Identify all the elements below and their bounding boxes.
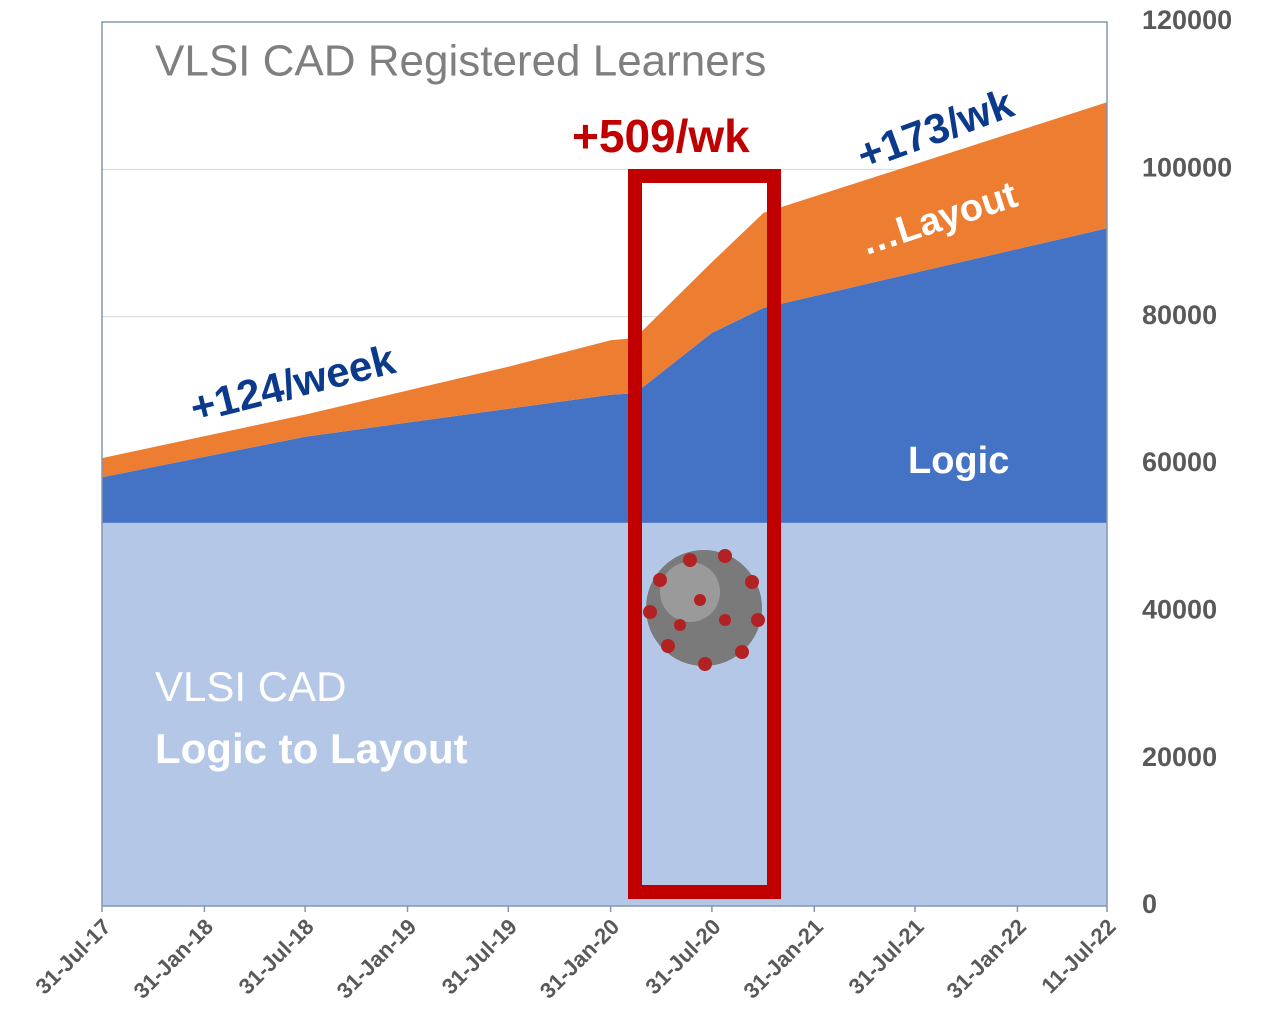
series-label: Logic [908, 440, 1009, 482]
annotation: +509/wk [572, 110, 750, 162]
highlight-box [628, 169, 781, 899]
y-tick-label: 0 [1142, 889, 1157, 919]
area [102, 228, 1107, 523]
y-tick-label: 60000 [1142, 447, 1217, 477]
x-tick-label: 31-Jul-17 [31, 914, 116, 999]
x-tick-label: 31-Jan-18 [129, 914, 218, 1003]
annotation: VLSI CAD [155, 663, 346, 710]
x-tick-label: 31-Jan-19 [332, 914, 421, 1003]
areas [102, 102, 1107, 906]
chart-title: VLSI CAD Registered Learners [155, 37, 766, 86]
virus-icon [643, 549, 765, 671]
y-tick-label: 20000 [1142, 742, 1217, 772]
x-tick-label: 31-Jan-22 [942, 914, 1031, 1003]
y-tick-label: 80000 [1142, 300, 1217, 330]
x-tick-label: 31-Jul-21 [844, 914, 929, 999]
y-tick-label: 120000 [1142, 5, 1232, 35]
x-tick-label: 11-Jul-22 [1036, 914, 1120, 998]
x-tick-label: 31-Jul-19 [437, 914, 522, 999]
y-tick-label: 40000 [1142, 594, 1217, 624]
x-tick-label: 31-Jan-20 [535, 914, 624, 1003]
area [102, 522, 1107, 906]
area [102, 102, 1107, 478]
x-tick-label: 31-Jul-20 [640, 914, 725, 999]
x-tick-label: 31-Jan-21 [738, 914, 827, 1003]
series-label: Logic to Layout [155, 725, 468, 772]
y-tick-label: 100000 [1142, 152, 1232, 182]
x-tick-label: 31-Jul-18 [234, 914, 319, 999]
plot-border [101, 21, 1108, 907]
